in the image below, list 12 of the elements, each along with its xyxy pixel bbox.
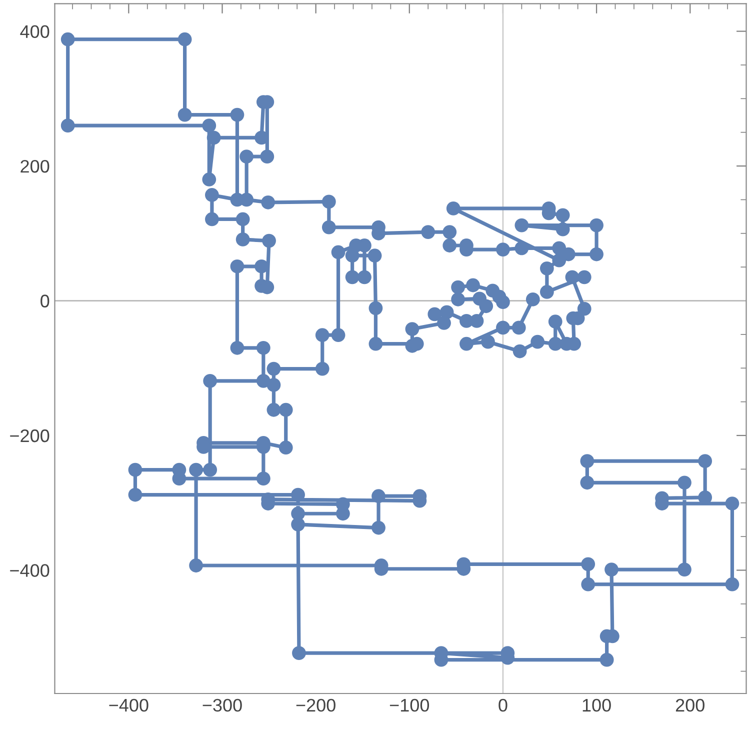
x-tick-label: 200 <box>676 698 704 712</box>
y-tick-label: 0 <box>40 294 50 308</box>
x-tick-label: −300 <box>202 698 242 712</box>
x-tick-label: −400 <box>109 698 148 712</box>
x-tick-label: 100 <box>582 698 611 712</box>
y-tick-label: −400 <box>10 564 50 577</box>
y-tick-label: 400 <box>20 25 50 38</box>
x-tick-label: −100 <box>390 698 430 712</box>
y-tick-label: 200 <box>20 160 50 173</box>
x-tick-label: 0 <box>498 698 508 712</box>
x-tick-label: −200 <box>296 698 336 712</box>
y-tick-label: −200 <box>10 429 50 442</box>
